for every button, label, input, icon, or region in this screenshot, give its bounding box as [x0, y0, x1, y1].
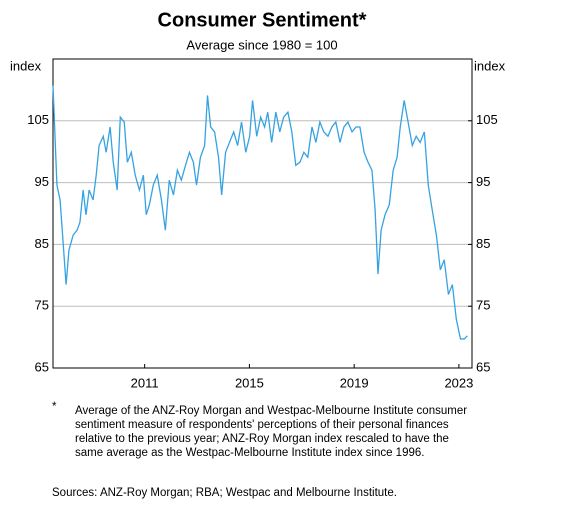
y2-tick-label: 75: [476, 298, 490, 313]
footnote: Average of the ANZ-Roy Morgan and Westpa…: [75, 405, 468, 459]
y-tick-label: 95: [35, 174, 49, 189]
x-tick-label: 2019: [340, 375, 369, 390]
x-tick-label: 2015: [235, 375, 264, 390]
y2-tick-label: 105: [476, 112, 498, 127]
y-axis-label: index: [10, 58, 42, 73]
data-line: [52, 85, 468, 340]
footnote-marker: *: [52, 401, 57, 413]
sources: Sources: ANZ-Roy Morgan; RBA; Westpac an…: [52, 487, 397, 499]
y2-tick-label: 65: [476, 359, 490, 374]
y2-tick-label: 85: [476, 236, 490, 251]
x-tick-label: 2023: [444, 375, 473, 390]
y-tick-label: 105: [27, 112, 49, 127]
y-tick-label: 75: [35, 298, 49, 313]
y2-tick-label: 95: [476, 174, 490, 189]
y-tick-label: 65: [35, 359, 49, 374]
chart-title: Consumer Sentiment*: [158, 9, 367, 31]
x-tick-label: 2011: [131, 375, 159, 390]
chart-subtitle: Average since 1980 = 100: [186, 37, 337, 52]
chart: Consumer Sentiment* Average since 1980 =…: [10, 9, 506, 390]
plot-frame: [52, 58, 473, 369]
y-tick-label: 85: [35, 236, 49, 251]
y2-axis-label: index: [474, 58, 506, 73]
